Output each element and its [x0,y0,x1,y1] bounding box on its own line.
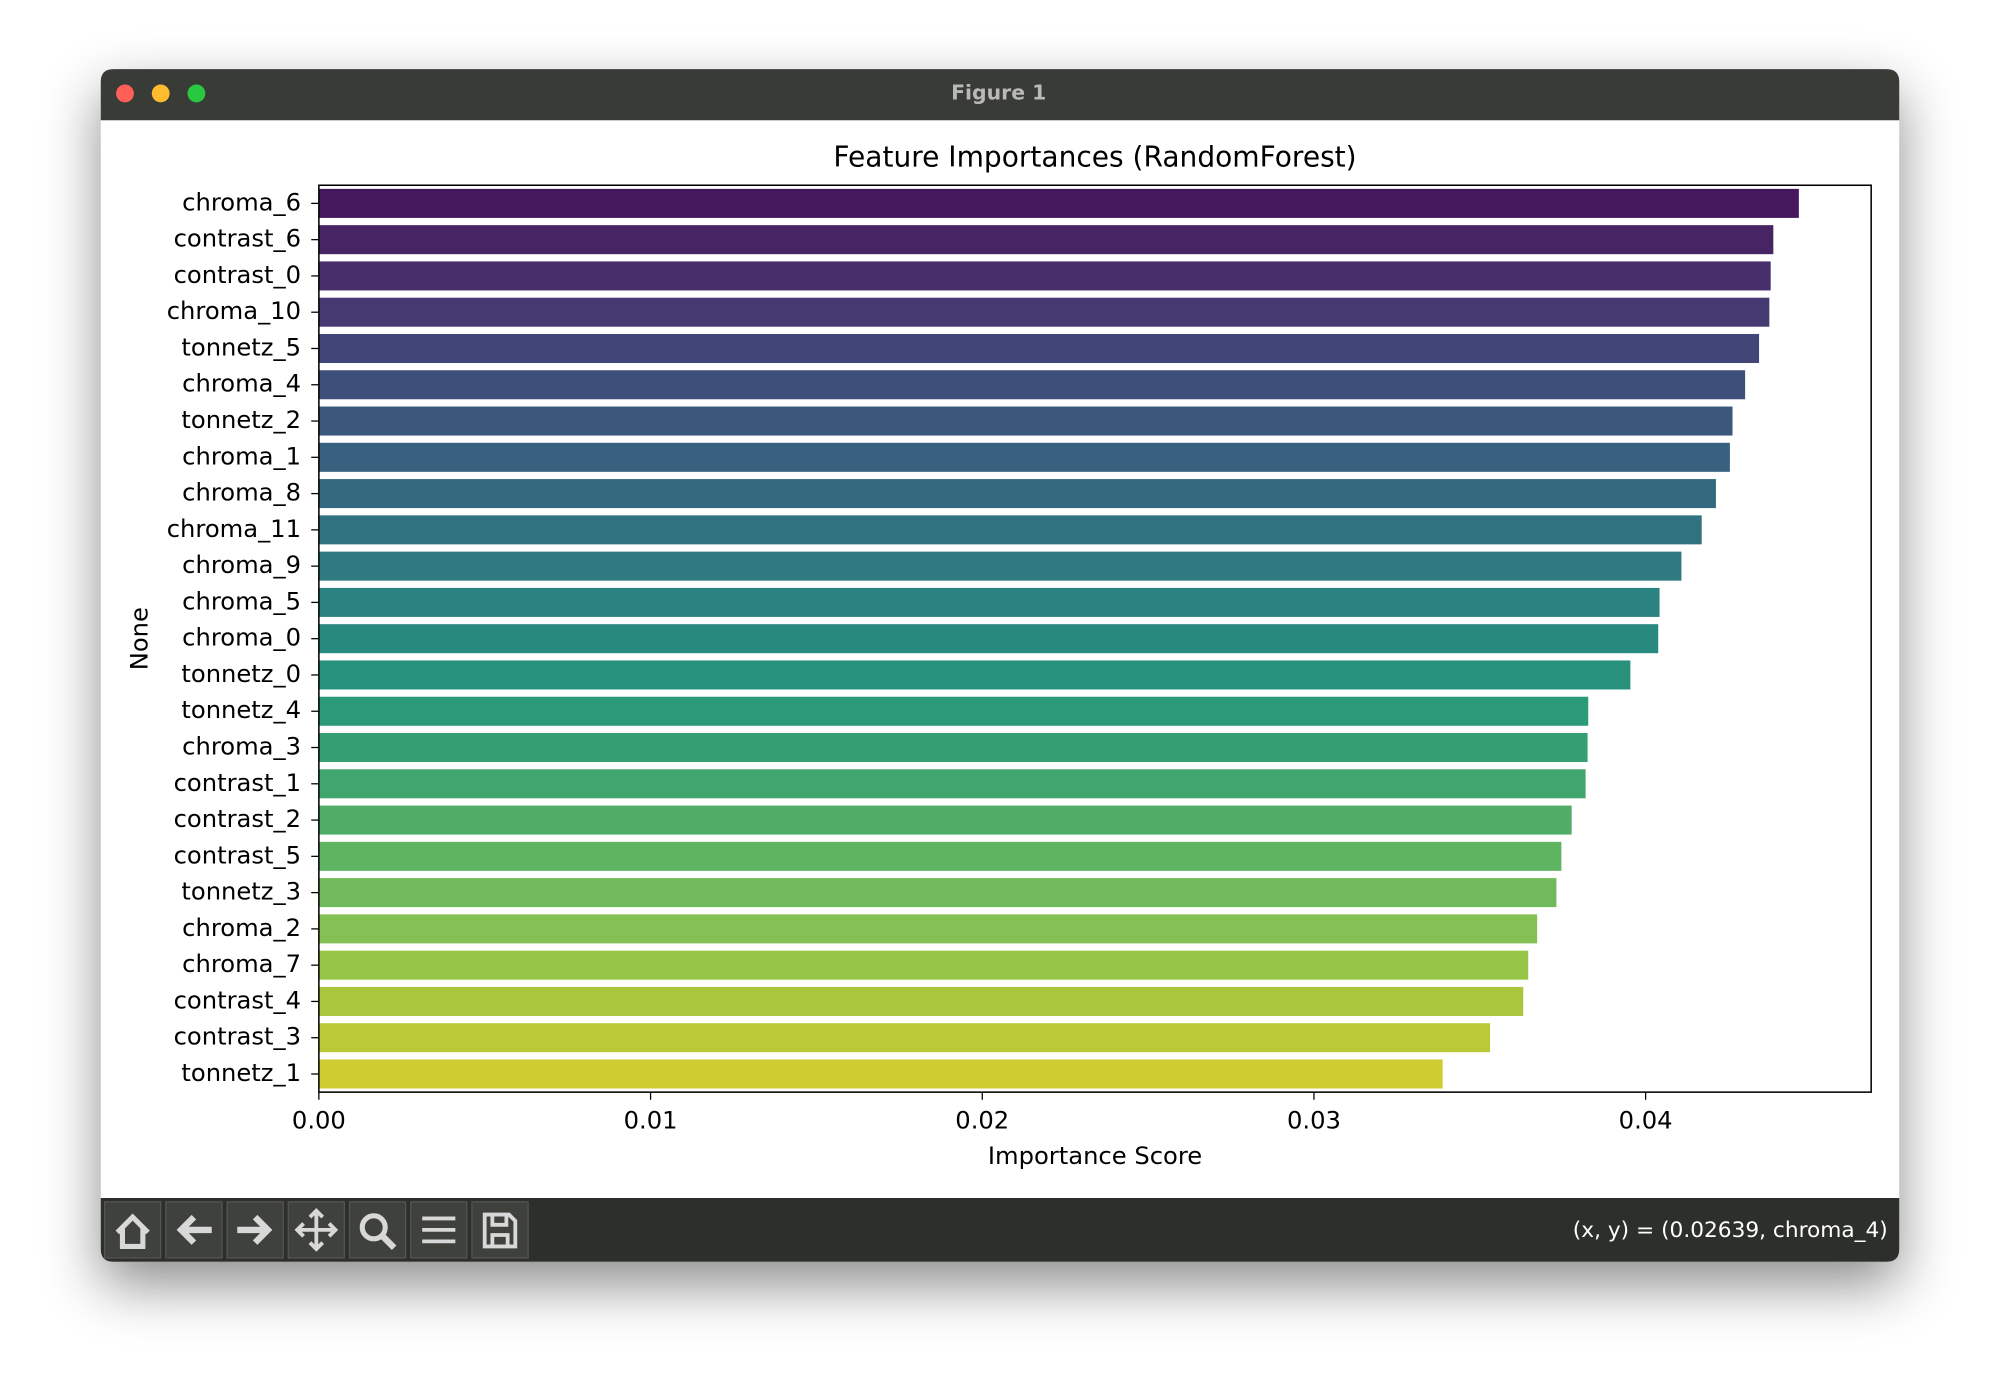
y-tick-label: chroma_7 [182,950,301,978]
pan-icon [294,1208,339,1252]
x-axis-label: Importance Score [988,1142,1202,1170]
forward-icon [237,1214,273,1245]
x-tick-label: 0.01 [624,1106,678,1134]
x-tick-label: 0.02 [955,1106,1009,1134]
y-tick-label: chroma_10 [167,297,301,325]
bar [318,660,1631,690]
bar [318,479,1716,509]
configure-icon [422,1216,456,1244]
bar [318,442,1730,472]
bar [318,624,1659,654]
y-tick-label: contrast_4 [174,986,301,1014]
home-button[interactable] [103,1201,162,1259]
y-tick-label: chroma_8 [182,479,301,507]
bar [318,297,1770,327]
y-tick-label: contrast_3 [174,1023,301,1051]
y-tick-label: chroma_0 [182,624,301,652]
y-tick-label: chroma_9 [182,551,301,579]
bar [318,950,1529,980]
y-tick-label: chroma_11 [167,515,301,543]
y-axis-label: None [125,607,153,670]
y-tick-label: chroma_5 [182,587,301,615]
y-tick-label: chroma_6 [182,188,301,216]
zoom-icon-handle [380,1234,397,1250]
y-tick-label: tonnetz_1 [181,1059,301,1087]
bar [318,696,1589,726]
bar [318,733,1588,763]
save-button[interactable] [471,1201,529,1259]
bar [318,1023,1491,1053]
bar [318,878,1557,908]
bar [318,515,1702,545]
y-tick-label: chroma_3 [182,733,301,761]
axes-frame [318,184,1872,1093]
x-tick-label: 0.00 [292,1106,346,1134]
toolbar [100,1198,1900,1262]
bar [318,406,1733,436]
bar [318,551,1682,581]
plot: chroma_6 contrast_6 contrast_0 chroma_10ton… [125,140,1872,1170]
minimize-button[interactable] [151,84,170,103]
status-text: (x, y) = (0.02639, chroma_4) [1573,1218,1888,1243]
y-tick-label: tonnetz_5 [181,333,301,361]
zoom-button[interactable] [187,84,206,103]
y-tick-label: contrast_5 [174,841,301,869]
y-tick-label: chroma_4 [182,370,301,398]
home-icon [115,1213,150,1250]
bar [318,188,1799,218]
chart-title: Feature Importances (RandomForest) [833,140,1356,173]
y-tick-label: tonnetz_4 [181,696,301,724]
y-tick-label: tonnetz_2 [181,406,301,434]
x-tick-label: 0.03 [1287,1106,1341,1134]
y-tick-label: tonnetz_0 [181,660,301,688]
bar [318,986,1524,1016]
save-icon [482,1212,518,1249]
bar [318,769,1586,799]
window-title: Figure 1 [951,80,1046,104]
back-icon [176,1214,212,1245]
bar [318,1059,1443,1089]
bar [318,805,1572,835]
bar [318,841,1562,871]
y-tick-label: contrast_2 [174,805,301,833]
bar [318,225,1774,255]
x-tick-label: 0.04 [1619,1106,1673,1134]
bar [318,333,1760,363]
y-tick-label: contrast_1 [174,769,301,797]
toolbar-buttons [103,1201,529,1259]
y-tick-label: chroma_2 [182,914,301,942]
y-tick-label: tonnetz_3 [181,878,301,906]
close-button[interactable] [116,84,134,103]
y-tick-label: contrast_6 [174,225,301,253]
bar [318,261,1771,291]
zoom-icon [359,1213,388,1242]
bar [318,914,1538,944]
bar [318,370,1746,400]
y-tick-label: chroma_1 [182,442,301,470]
bar [318,587,1660,617]
y-tick-label: contrast_0 [174,261,301,289]
zoom-tool-button[interactable] [348,1201,407,1259]
title-bar [100,69,1900,121]
